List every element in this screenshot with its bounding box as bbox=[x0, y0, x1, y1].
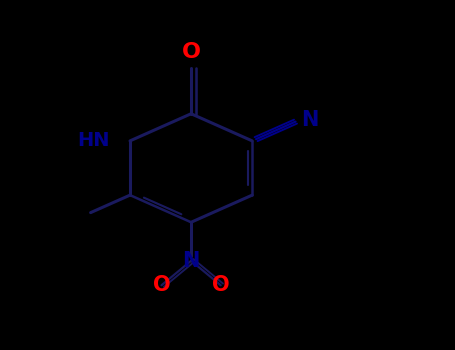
Text: O: O bbox=[153, 275, 170, 295]
Text: O: O bbox=[212, 275, 229, 295]
Text: HN: HN bbox=[77, 131, 110, 150]
Text: N: N bbox=[301, 110, 318, 130]
Text: O: O bbox=[182, 42, 201, 62]
Text: N: N bbox=[182, 251, 200, 271]
